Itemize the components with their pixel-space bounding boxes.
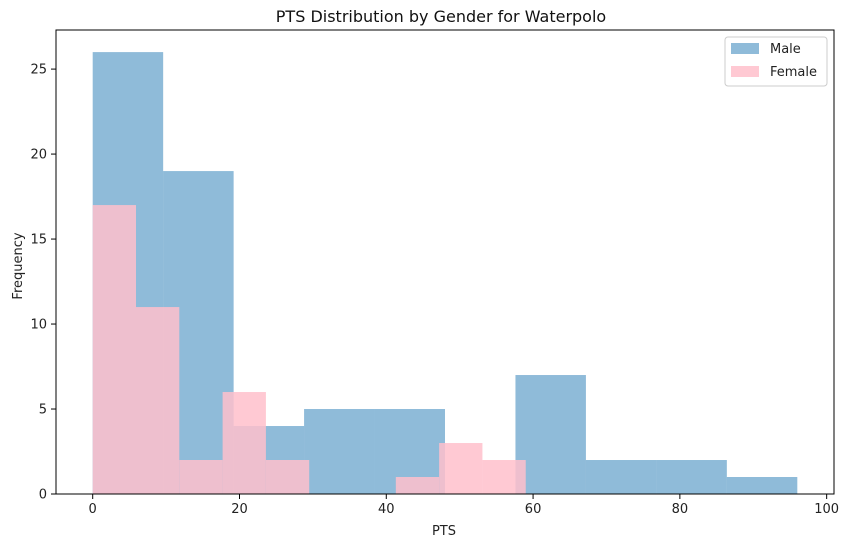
y-tick-label: 15 bbox=[30, 233, 47, 248]
male-bar-7 bbox=[585, 460, 657, 494]
female-bar-7 bbox=[395, 477, 440, 494]
x-tick-label: 80 bbox=[672, 502, 689, 517]
axes bbox=[55, 29, 835, 495]
x-axis-label: PTS bbox=[432, 524, 456, 539]
female-bar-2 bbox=[179, 460, 223, 494]
female-bars bbox=[92, 205, 526, 495]
y-tick-label: 5 bbox=[39, 403, 47, 418]
male-bars bbox=[92, 52, 798, 495]
male-bar-3 bbox=[304, 409, 375, 494]
female-bar-8 bbox=[439, 443, 483, 494]
y-axis-label: Frequency bbox=[11, 232, 26, 299]
y-tick-label: 10 bbox=[30, 318, 47, 333]
female-bar-0 bbox=[92, 205, 137, 495]
x-tick-label: 100 bbox=[814, 502, 839, 517]
y-tick-label: 20 bbox=[30, 148, 47, 163]
female-bar-9 bbox=[482, 460, 526, 494]
male-bar-8 bbox=[656, 460, 727, 494]
female-bar-3 bbox=[222, 392, 266, 494]
female-bar-1 bbox=[136, 307, 180, 494]
legend-swatch-female bbox=[731, 66, 759, 77]
legend: Male Female bbox=[724, 36, 828, 87]
chart-title: PTS Distribution by Gender for Waterpolo bbox=[276, 7, 606, 26]
y-tick-label: 0 bbox=[39, 488, 47, 503]
male-bar-6 bbox=[515, 375, 586, 494]
x-tick-label: 20 bbox=[231, 502, 248, 517]
x-tick-label: 0 bbox=[89, 502, 97, 517]
legend-label-female: Female bbox=[770, 65, 817, 80]
legend-swatch-male bbox=[731, 43, 759, 54]
x-tick-label: 60 bbox=[525, 502, 542, 517]
female-bar-4 bbox=[265, 460, 310, 494]
y-tick-label: 25 bbox=[30, 63, 47, 78]
x-axis-ticks: 0 20 40 60 80 100 bbox=[89, 494, 839, 517]
legend-label-male: Male bbox=[770, 42, 801, 57]
plot-frame bbox=[55, 29, 835, 495]
x-tick-label: 40 bbox=[378, 502, 395, 517]
y-axis-ticks: 0 5 10 15 20 25 bbox=[30, 63, 56, 503]
male-bar-9 bbox=[726, 477, 798, 494]
